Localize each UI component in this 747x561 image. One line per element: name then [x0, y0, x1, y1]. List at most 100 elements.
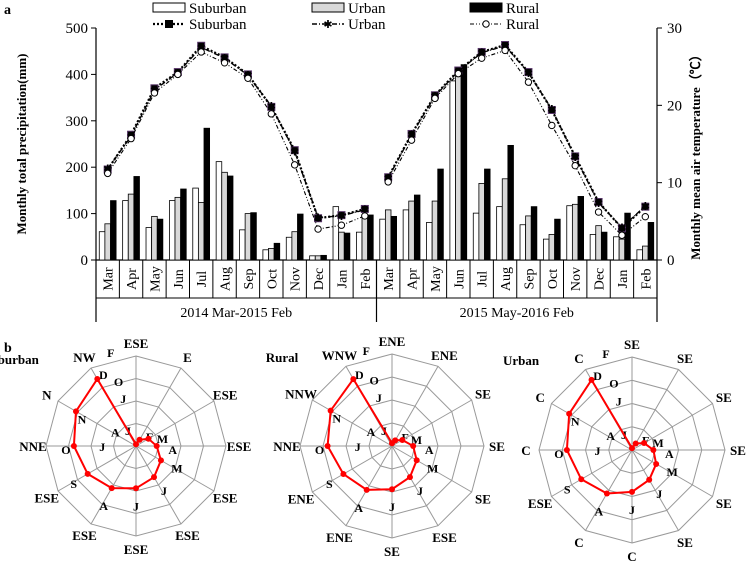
bar-rural: [577, 196, 585, 261]
marker-rural: [361, 212, 369, 220]
legend-swatch-suburban: [152, 2, 186, 13]
month-label: S: [326, 477, 333, 491]
direction-label: SE: [384, 544, 400, 559]
marker-urban: ✱: [290, 147, 299, 159]
month-label: M: [666, 465, 677, 479]
radar-spoke: [631, 449, 713, 497]
legend-swatch-urban: [311, 2, 345, 13]
marker-rural: [290, 161, 299, 169]
bar-suburban: [496, 206, 503, 261]
marker-rural: [571, 161, 579, 170]
marker-urban: ✱: [313, 212, 322, 224]
marker-rural: [197, 48, 205, 56]
radar-point: [327, 407, 334, 414]
bar-urban: [618, 238, 626, 261]
y-axis-label: Monthly total precipitation(mm): [14, 53, 29, 234]
marker-rural: [220, 59, 229, 67]
radar-point: [632, 440, 639, 447]
month-label: J: [133, 499, 139, 513]
marker-rural: [103, 169, 112, 178]
marker-rural: [524, 78, 533, 86]
bar-urban: [268, 247, 275, 261]
radar-spoke: [391, 445, 472, 493]
radar-spoke: [90, 445, 137, 525]
marker-urban: ✱: [641, 201, 650, 213]
bar-suburban: [192, 187, 199, 261]
category-label: Dec: [312, 268, 327, 291]
category-label: Dec: [593, 268, 608, 291]
radar-point: [72, 408, 79, 415]
category-label: Sep: [242, 269, 257, 290]
y2-tick-label: 20: [667, 98, 682, 114]
direction-label: ESE: [35, 491, 60, 506]
radar-spoke: [391, 399, 472, 447]
bar-urban: [314, 255, 322, 261]
marker-rural: [501, 46, 509, 55]
direction-label: NNE: [19, 439, 46, 454]
bar-rural: [297, 213, 304, 261]
bar-urban: [151, 215, 158, 261]
radar-spoke: [391, 445, 439, 526]
direction-label: C: [536, 390, 545, 405]
bar-rural: [413, 194, 421, 261]
category-label: Nov: [569, 267, 584, 291]
category-label: Aug: [219, 267, 234, 291]
direction-label: SE: [489, 439, 505, 454]
radar-point: [566, 410, 573, 417]
radar-point: [389, 486, 395, 493]
radar-title: Suburban: [0, 352, 40, 367]
marker-urban: ✱: [267, 101, 276, 113]
month-label: A: [354, 501, 363, 515]
bar-urban: [525, 215, 532, 261]
direction-label: SE: [730, 443, 746, 458]
radar-point: [324, 443, 331, 449]
radar-spoke: [312, 399, 393, 447]
radar-point: [84, 470, 91, 477]
bar-urban: [548, 234, 556, 261]
radar-point: [133, 485, 139, 492]
bar-suburban: [613, 236, 620, 261]
bar-rural: [437, 168, 444, 261]
radar-point: [153, 443, 160, 449]
direction-label: WNW: [322, 348, 357, 363]
bar-suburban: [426, 222, 433, 261]
bar-urban: [197, 202, 205, 261]
bar-suburban: [402, 209, 410, 261]
legend-label-rural: Rural: [506, 1, 539, 17]
y2-tick-label: 0: [667, 253, 675, 269]
marker-rural: [384, 178, 392, 186]
marker-rural: [337, 221, 346, 229]
category-label: Jan: [335, 270, 350, 289]
month-label: J: [417, 484, 423, 498]
period-label: 2015 May-2016 Feb: [460, 306, 574, 321]
ring-label: O: [609, 377, 618, 391]
panel-label-b: b: [4, 341, 12, 356]
period-label: 2014 Mar-2015 Feb: [180, 306, 292, 321]
radar-point: [133, 441, 139, 448]
radar-point: [406, 474, 413, 481]
bar-urban: [338, 231, 345, 261]
bar-suburban: [472, 212, 480, 261]
temp-line-rural: [107, 51, 366, 230]
direction-label: C: [627, 549, 636, 561]
legend-label-urban: Urban: [348, 17, 386, 33]
bar-suburban: [566, 205, 573, 261]
direction-label: C: [521, 443, 530, 458]
direction-label: SE: [475, 492, 491, 507]
radar-point: [653, 460, 660, 467]
legend-marker: ✱: [323, 19, 332, 31]
direction-label: ESE: [72, 528, 97, 543]
month-label: M: [411, 433, 422, 447]
radar-point: [151, 474, 157, 481]
marker-suburban: [314, 214, 323, 223]
direction-label: SE: [716, 496, 732, 511]
direction-label: C: [574, 535, 583, 550]
bar-rural: [273, 242, 281, 261]
ring-label: J: [355, 440, 361, 454]
ring-label: J: [595, 444, 601, 458]
legend-label-rural: Rural: [506, 17, 539, 33]
bar-suburban: [449, 80, 456, 261]
bar-rural: [507, 144, 514, 261]
radar-point: [629, 445, 635, 452]
bar-urban: [361, 215, 369, 261]
